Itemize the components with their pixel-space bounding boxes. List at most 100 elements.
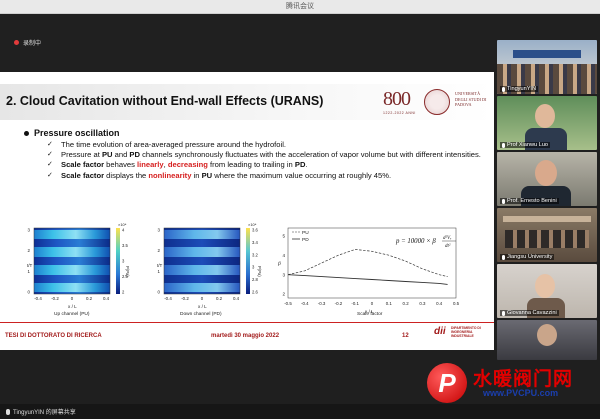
scale-caption: Scale factor bbox=[357, 312, 383, 317]
participant-face bbox=[535, 274, 555, 298]
y-tick-label: 1 bbox=[28, 269, 31, 274]
participant-panel: TingyunYIN Prof Xianwu Luo Prof. Ernesto… bbox=[497, 40, 597, 406]
scale-factor-chart: β x / L 5 4 3 2 -0.5 -0.4 -0.3 -0.2 -0.1 0 0.1 0.2 0… bbox=[277, 227, 460, 314]
watermark-logo: P bbox=[427, 363, 467, 403]
heatmap-band bbox=[164, 283, 240, 292]
down-caption: Down channel (PD) bbox=[180, 312, 222, 317]
bullet-dot-icon bbox=[24, 130, 29, 136]
chart-frame bbox=[287, 227, 457, 299]
x-tick-label: 0.4 bbox=[436, 301, 443, 306]
y-tick-label: 0 bbox=[158, 290, 161, 295]
participant-name-tag: Jiangsu University bbox=[500, 254, 555, 260]
heatmap-band bbox=[34, 247, 110, 257]
bullet-heading: Pressure oscillation bbox=[24, 128, 120, 138]
colorbar-tick-label: 4 bbox=[122, 228, 125, 233]
participant-name-tag: Giovanna Cavazzini bbox=[500, 310, 559, 316]
x-tick-label: 0.2 bbox=[403, 301, 410, 306]
mic-icon bbox=[502, 86, 505, 92]
colorbar bbox=[116, 228, 120, 294]
heatmap-frame bbox=[33, 227, 111, 295]
colorbar-tick-label: 3.6 bbox=[252, 228, 258, 233]
participant-face bbox=[535, 104, 555, 128]
heatmap-band bbox=[164, 265, 240, 275]
participant-name-tag: TingyunYIN bbox=[500, 86, 539, 92]
bullet-item-text: Scale factor displays the nonlinearity i… bbox=[61, 170, 392, 180]
slide-title: 2. Cloud Cavitation without End-wall Eff… bbox=[6, 94, 324, 108]
footer-divider bbox=[0, 322, 494, 323]
anniversary-logo-sub: 1222-2022 ANNI bbox=[383, 111, 416, 115]
x-tick-label: 0.1 bbox=[386, 301, 393, 306]
bullet-item: ✓ Scale factor behaves linearly, decreasi… bbox=[47, 160, 487, 170]
bullet-item: ✓ The time evolution of area-averaged pre… bbox=[47, 140, 487, 150]
recording-label: 录制中 bbox=[23, 41, 42, 47]
mic-icon bbox=[502, 310, 505, 316]
colorbar-tick-label: 3 bbox=[252, 265, 255, 270]
colorbar-tick-label: 3.4 bbox=[252, 240, 258, 245]
x-tick-label: 0 bbox=[71, 296, 74, 301]
check-icon: ✓ bbox=[47, 171, 53, 179]
colorbar-tick-label: 3.5 bbox=[122, 243, 128, 248]
formula-lhs: p = 10000 × β bbox=[395, 238, 436, 245]
heatmap-band bbox=[164, 230, 240, 239]
university-name: UNIVERSITÀ DEGLI STUDI DI PADOVA bbox=[455, 91, 487, 107]
x-tick-label: -0.2 bbox=[51, 296, 59, 301]
recording-indicator[interactable]: 录制中 bbox=[14, 38, 41, 47]
y-tick-label: 3 bbox=[158, 228, 161, 233]
footer-page-number: 12 bbox=[402, 333, 409, 339]
x-tick-label: -0.4 bbox=[164, 296, 172, 301]
up-xlabel: x / L bbox=[68, 304, 77, 309]
anniversary-logo: 800 bbox=[383, 88, 411, 110]
check-icon: ✓ bbox=[47, 151, 53, 159]
scale-xlabel: x / L bbox=[365, 309, 374, 314]
down-cbar-label: P(Pa) bbox=[257, 266, 262, 277]
participant-tile[interactable]: TingyunYIN bbox=[497, 40, 597, 94]
footer-thesis: TESI DI DOTTORATO DI RICERCA bbox=[5, 333, 102, 339]
up-cbar-exp: ×10⁴ bbox=[118, 222, 127, 227]
participant-face bbox=[537, 324, 557, 346]
heatmap-band bbox=[34, 230, 110, 239]
y-tick-label: 3 bbox=[282, 272, 285, 277]
participant-tile[interactable]: Prof Xianwu Luo bbox=[497, 96, 597, 150]
participant-name-tag: Prof. Ernesto Benini bbox=[500, 198, 559, 204]
heatmap-band bbox=[164, 247, 240, 257]
colorbar-tick-label: 3.2 bbox=[252, 252, 258, 257]
participant-tile[interactable]: Giovanna Cavazzini bbox=[497, 264, 597, 318]
colorbar-tick-label: 3 bbox=[122, 259, 125, 264]
participant-name-tag: Prof Xianwu Luo bbox=[500, 142, 551, 148]
participant-face bbox=[535, 160, 557, 186]
bullet-items: ✓ The time evolution of area-averaged pre… bbox=[47, 140, 487, 181]
formula-numerator: d²Vᵥ bbox=[443, 235, 452, 241]
x-tick-label: 0.5 bbox=[453, 301, 460, 306]
shared-slide: 2. Cloud Cavitation without End-wall Eff… bbox=[0, 72, 494, 350]
participant-tile[interactable]: Prof. Ernesto Benini bbox=[497, 152, 597, 206]
participant-tile[interactable]: Jiangsu University bbox=[497, 208, 597, 262]
series-line-pd bbox=[287, 274, 448, 285]
x-tick-label: 0.2 bbox=[86, 296, 93, 301]
y-tick-label: 5 bbox=[282, 233, 285, 238]
screen-share-label[interactable]: TingyunYIN 的屏幕共享 bbox=[6, 407, 76, 416]
x-tick-label: 0.4 bbox=[233, 296, 240, 301]
check-icon: ✓ bbox=[47, 141, 53, 148]
x-tick-label: -0.5 bbox=[284, 301, 292, 306]
up-caption: Up channel (PU) bbox=[54, 312, 90, 317]
y-tick-label: 2 bbox=[282, 292, 285, 297]
footer-date: martedì 30 maggio 2022 bbox=[211, 333, 280, 339]
participant-tile[interactable] bbox=[497, 320, 597, 360]
y-tick-label: 2 bbox=[28, 248, 31, 253]
y-tick-label: 3 bbox=[28, 228, 31, 233]
window-title: 腾讯会议 bbox=[0, 0, 600, 14]
y-tick-label: 1 bbox=[158, 269, 161, 274]
down-xlabel: x / L bbox=[198, 304, 207, 309]
bottom-bar: TingyunYIN 的屏幕共享 bbox=[0, 404, 600, 419]
up-ylabel: t/T bbox=[27, 263, 33, 268]
bullet-item-text: Pressure at PU and PD channels synchrono… bbox=[61, 150, 481, 160]
slide-title-bar: 2. Cloud Cavitation without End-wall Eff… bbox=[0, 84, 494, 120]
bullet-heading-text: Pressure oscillation bbox=[34, 128, 120, 138]
department-name: DIPARTIMENTO DI INGEGNERIA INDUSTRIALE bbox=[451, 326, 481, 339]
down-ylabel: t/T bbox=[157, 263, 163, 268]
down-cbar-exp: ×10⁴ bbox=[248, 222, 257, 227]
colorbar-tick-label: 2.5 bbox=[122, 274, 128, 279]
x-tick-label: -0.3 bbox=[318, 301, 326, 306]
record-dot-icon bbox=[14, 40, 19, 45]
